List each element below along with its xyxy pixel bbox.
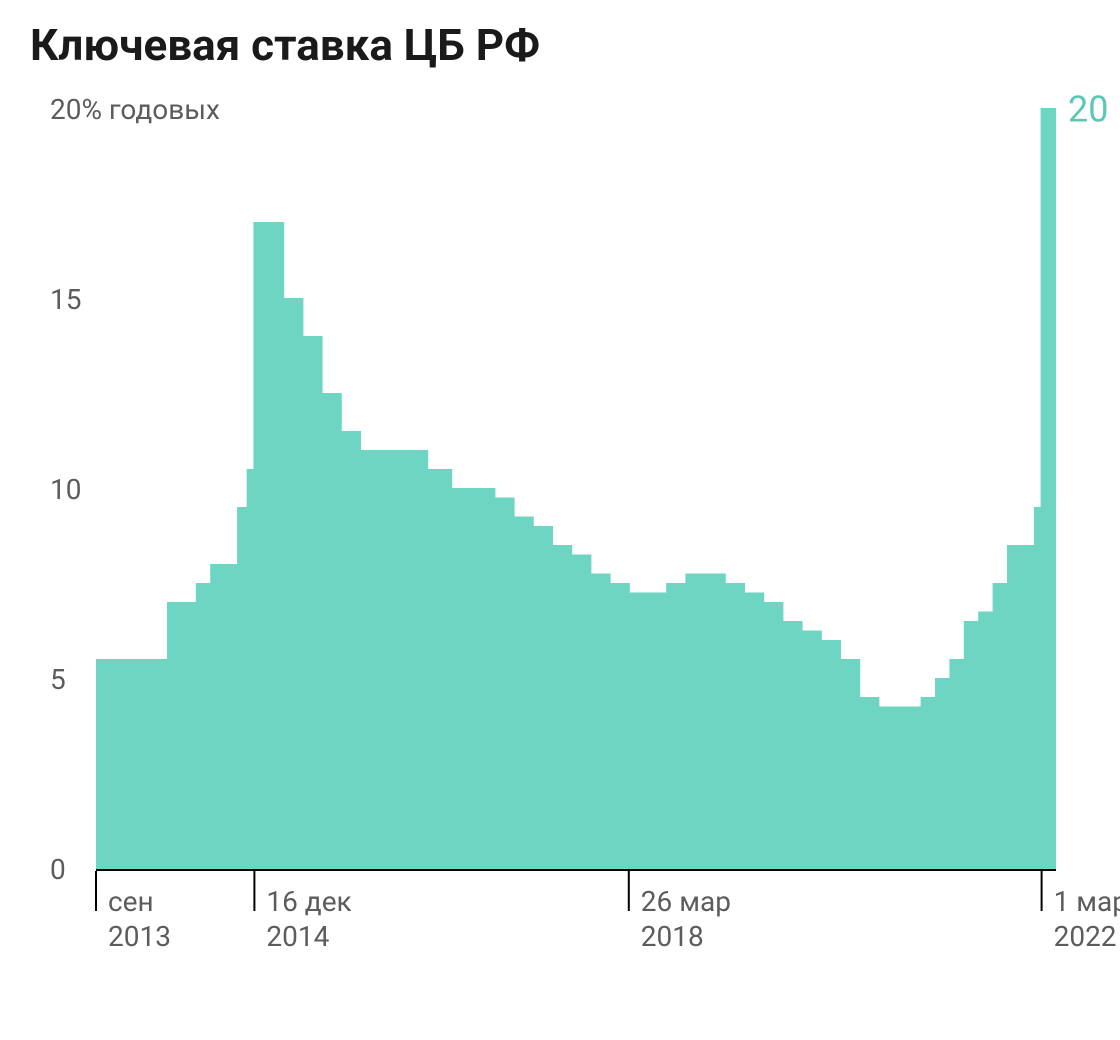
area-chart-svg: 0 5 10 15 20% годовых 20 сен2013 16 дек2014 26 м… (30, 79, 1120, 979)
y-tick-label: 10 (50, 472, 81, 505)
x-tick-label-line1: 1 мар (1054, 885, 1120, 918)
x-tick-label-line1: сен (108, 885, 154, 918)
x-tick-label-line1: 16 дек (266, 885, 351, 918)
end-value-label: 20 (1068, 88, 1108, 130)
x-tick-label-line2: 2013 (108, 920, 171, 953)
x-tick-label-line2: 2014 (266, 920, 329, 953)
y-tick-label: 0 (50, 852, 66, 885)
chart-title: Ключевая ставка ЦБ РФ (30, 20, 1090, 71)
x-tick-label-line1: 26 мар (641, 885, 731, 918)
y-tick-label: 20% годовых (50, 92, 220, 125)
y-tick-label: 15 (50, 282, 81, 315)
x-tick-label-line2: 2022 (1054, 920, 1117, 953)
chart-area: 05101520% годовых20сен201316 дек201426 м… (30, 79, 1090, 979)
x-tick-label-line2: 2018 (641, 920, 704, 953)
area-fill (96, 109, 1056, 869)
y-tick-label: 5 (50, 662, 66, 695)
